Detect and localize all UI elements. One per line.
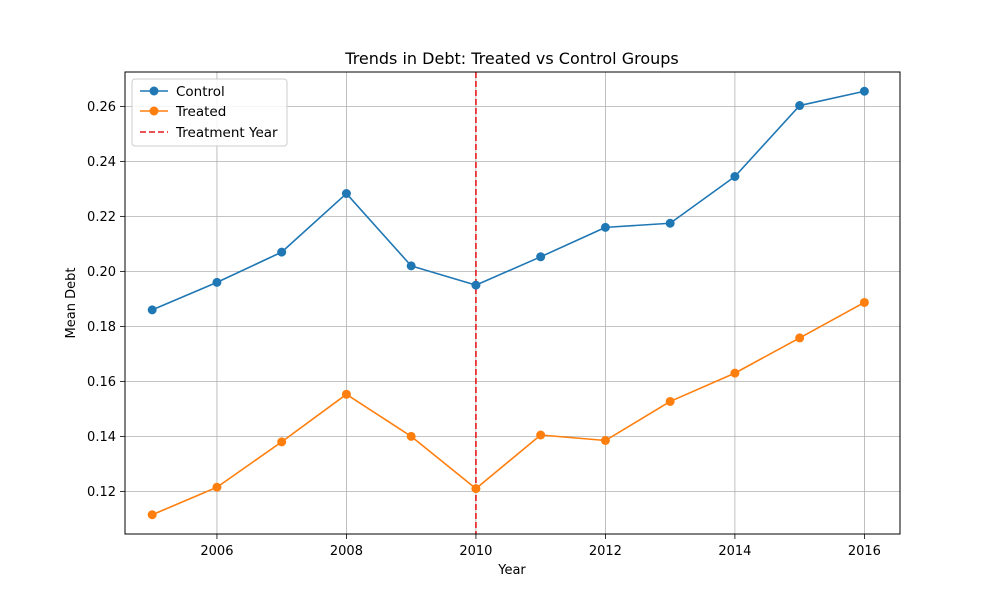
- data-point-control: [212, 277, 222, 287]
- data-point-treated: [147, 510, 157, 520]
- legend-label-control: Control: [176, 84, 225, 100]
- y-tick-label: 0.12: [87, 485, 116, 500]
- y-tick-label: 0.16: [87, 375, 116, 390]
- plot-frame: [124, 71, 901, 535]
- data-point-control: [600, 222, 610, 232]
- data-point-treated: [406, 431, 416, 441]
- x-tick-label: 2010: [459, 544, 492, 559]
- legend-label-treated: Treated: [175, 104, 226, 120]
- x-tick-label: 2008: [330, 544, 363, 559]
- x-axis-label: Year: [497, 563, 526, 578]
- y-tick-label: 0.22: [87, 210, 116, 225]
- y-axis-ticks: 0.12 0.14 0.16 0.18 0.20 0.22 0.24 0.26: [87, 100, 125, 500]
- data-point-treated: [277, 437, 287, 447]
- data-point-treated: [859, 297, 869, 307]
- y-tick-label: 0.20: [87, 265, 116, 280]
- data-point-treated: [212, 482, 222, 492]
- legend-label-treatment-year: Treatment Year: [175, 125, 278, 141]
- legend: Control Treated Treatment Year: [131, 78, 288, 147]
- x-tick-label: 2006: [200, 544, 233, 559]
- x-axis-ticks: 2006 2008 2010 2012 2014 2016: [200, 534, 881, 559]
- data-point-control: [536, 252, 546, 262]
- data-point-treated: [665, 396, 675, 406]
- legend-marker-treated: [149, 106, 159, 116]
- data-point-control: [859, 86, 869, 96]
- series-lines: [147, 86, 869, 520]
- x-tick-label: 2016: [848, 544, 881, 559]
- plot-area: [125, 72, 900, 534]
- data-point-control: [471, 280, 481, 290]
- y-tick-label: 0.24: [87, 155, 116, 170]
- y-tick-label: 0.26: [87, 100, 116, 115]
- data-point-treated: [341, 389, 351, 399]
- data-point-treated: [600, 436, 610, 445]
- legend-box: [131, 78, 288, 147]
- data-point-treated: [536, 430, 546, 440]
- x-tick-label: 2014: [718, 544, 751, 559]
- x-tick-label: 2012: [589, 544, 622, 559]
- chart-title: Trends in Debt: Treated vs Control Group…: [344, 49, 678, 68]
- grid-lines: [125, 72, 900, 534]
- data-point-control: [730, 172, 740, 181]
- data-point-control: [277, 247, 287, 257]
- data-point-control: [795, 101, 805, 111]
- data-point-control: [341, 189, 351, 199]
- series-line-treated: [151, 301, 865, 516]
- data-point-control: [665, 218, 675, 228]
- y-tick-label: 0.14: [87, 430, 116, 445]
- data-point-treated: [730, 368, 740, 378]
- data-point-treated: [471, 484, 481, 494]
- series-line-control: [151, 90, 865, 311]
- y-tick-label: 0.18: [87, 320, 116, 335]
- data-point-treated: [795, 333, 805, 343]
- legend-marker-control: [149, 86, 159, 96]
- y-axis-label: Mean Debt: [64, 268, 79, 339]
- data-point-control: [147, 305, 157, 315]
- data-point-control: [406, 261, 416, 271]
